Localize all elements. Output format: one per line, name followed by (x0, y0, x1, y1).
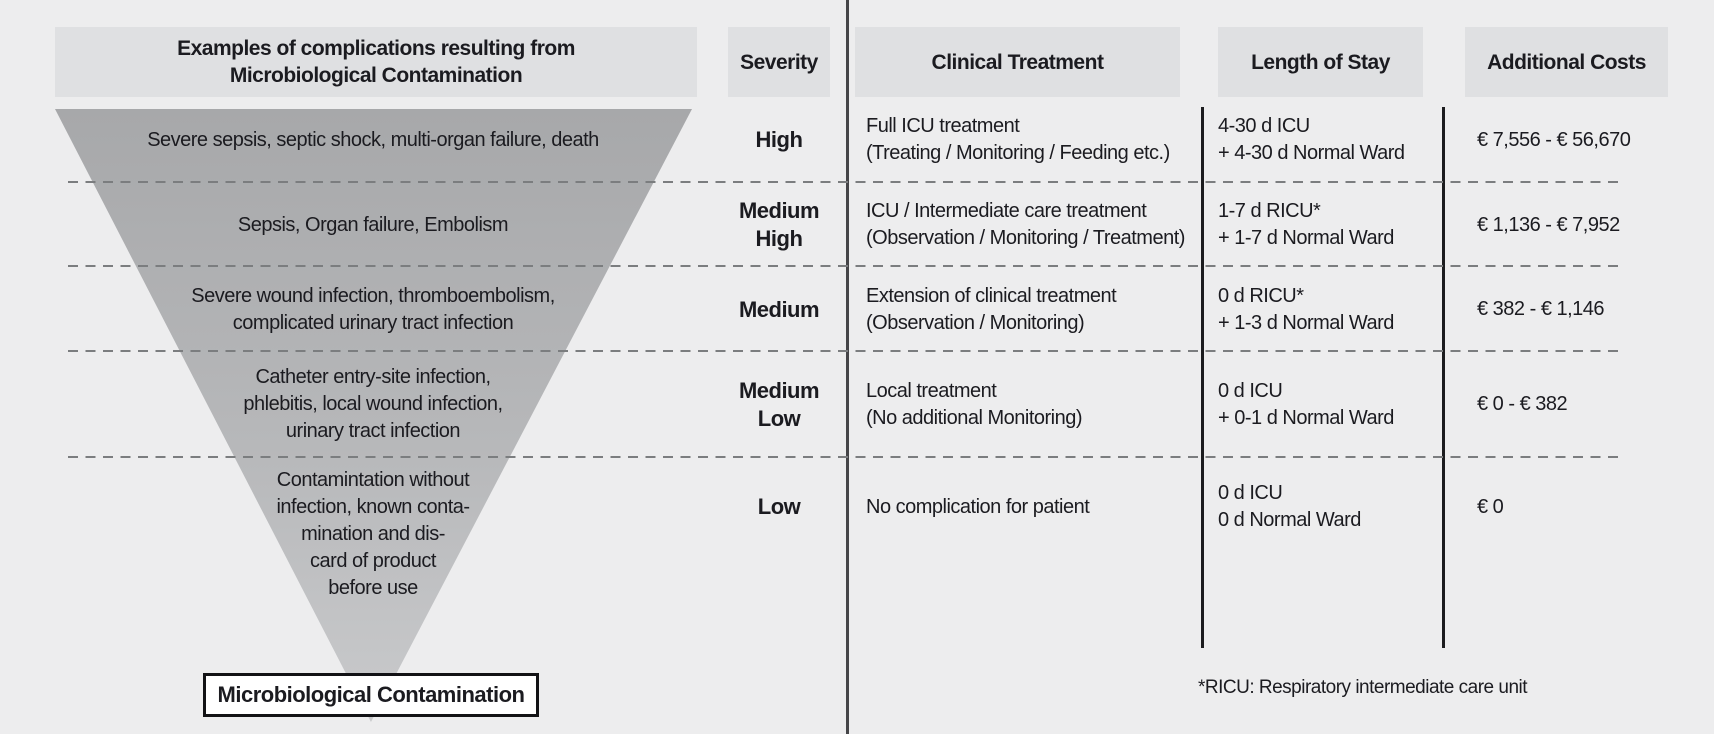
cell-costs-row1: € 7,556 - € 56,670 (1477, 97, 1712, 183)
divider-stay-costs (1442, 107, 1445, 648)
header-text-line: Length of Stay (1251, 50, 1390, 74)
header-text-line: Microbiological Contamination (229, 64, 523, 87)
text-line: Severe wound infection, thromboembolism, (191, 284, 555, 307)
severity-label: Low (757, 494, 801, 519)
cell-treatment-row2: ICU / Intermediate care treatment (Obser… (866, 183, 1196, 267)
cost-value: € 0 (1477, 495, 1504, 518)
cell-examples-row2: Sepsis, Organ failure, Embolism (65, 183, 681, 267)
text-line: (No additional Monitoring) (866, 406, 1083, 429)
column-header-severity: Severity (728, 27, 830, 97)
text-line: Sepsis, Organ failure, Embolism (237, 213, 509, 236)
column-header-clinical-treatment: Clinical Treatment (855, 27, 1180, 97)
cell-treatment-row5: No complication for patient (866, 457, 1196, 557)
text-line: + 0-1 d Normal Ward (1218, 406, 1394, 429)
text-line: No complication for patient (866, 495, 1090, 518)
text-line: (Observation / Monitoring / Treatment) (866, 227, 1185, 249)
text-line: urinary tract infection (285, 420, 461, 442)
cost-value: € 7,556 - € 56,670 (1477, 128, 1631, 151)
cell-stay-row5: 0 d ICU 0 d Normal Ward (1218, 457, 1436, 557)
text-line: Severe sepsis, septic shock, multi-organ… (147, 128, 599, 151)
divider-treatment-stay (1201, 107, 1204, 648)
text-line: card of product (310, 550, 436, 572)
column-header-examples: Examples of complications resulting from… (55, 27, 697, 97)
text-line: Extension of clinical treatment (866, 284, 1117, 307)
text-line: Full ICU treatment (866, 115, 1020, 137)
text-line: before use (328, 577, 418, 599)
text-line: 0 d RICU* (1218, 284, 1304, 307)
severity-label: Low (757, 405, 801, 431)
cell-stay-row2: 1-7 d RICU* + 1-7 d Normal Ward (1218, 183, 1436, 267)
ricu-footnote: *RICU: Respiratory intermediate care uni… (1198, 677, 1528, 698)
cell-stay-row1: 4-30 d ICU + 4-30 d Normal Ward (1218, 97, 1436, 183)
divider-funnel-table (846, 0, 849, 734)
header-text-line: Clinical Treatment (931, 50, 1104, 74)
header-text-line: Examples of complications resulting from (177, 37, 575, 60)
severity-label: High (755, 226, 803, 251)
cell-examples-row4: Catheter entry-site infection, phlebitis… (65, 352, 681, 457)
column-header-additional-costs: Additional Costs (1465, 27, 1668, 97)
cell-examples-row5: Contamintation without infection, known … (65, 457, 681, 612)
cell-examples-row1: Severe sepsis, septic shock, multi-organ… (65, 97, 681, 183)
text-line: phlebitis, local wound infection, (243, 393, 503, 415)
text-line: (Treating / Monitoring / Feeding etc.) (866, 142, 1170, 164)
text-line: 1-7 d RICU* (1218, 200, 1321, 222)
header-text-line: Severity (740, 50, 818, 74)
text-line: 0 d ICU (1218, 482, 1283, 504)
cell-costs-row4: € 0 - € 382 (1477, 352, 1712, 457)
column-header-length-of-stay: Length of Stay (1218, 27, 1423, 97)
text-line: Contamintation without (276, 469, 470, 491)
row-separator-1 (68, 181, 1622, 184)
cost-value: € 382 - € 1,146 (1477, 298, 1605, 320)
text-line: 4-30 d ICU (1218, 115, 1310, 137)
severity-label: Medium (738, 296, 820, 322)
severity-label: Medium (738, 198, 820, 223)
box-label: Microbiological Contamination (217, 682, 525, 707)
row-separator-3 (68, 350, 1622, 353)
cell-severity-row4: Medium Low (699, 352, 859, 457)
cell-treatment-row4: Local treatment (No additional Monitorin… (866, 352, 1196, 457)
text-line: Local treatment (866, 379, 997, 402)
cell-treatment-row3: Extension of clinical treatment (Observa… (866, 267, 1196, 352)
text-line: infection, known conta- (276, 496, 470, 518)
microbiological-contamination-box: Microbiological Contamination (203, 673, 539, 717)
cell-severity-row2: Medium High (699, 183, 859, 267)
cell-severity-row1: High (699, 97, 859, 183)
text-line: + 4-30 d Normal Ward (1218, 142, 1405, 164)
severity-label: Medium (738, 377, 820, 403)
cell-stay-row3: 0 d RICU* + 1-3 d Normal Ward (1218, 267, 1436, 352)
cell-severity-row3: Medium (699, 267, 859, 352)
cell-costs-row5: € 0 (1477, 457, 1712, 557)
cell-stay-row4: 0 d ICU + 0-1 d Normal Ward (1218, 352, 1436, 457)
cell-examples-row3: Severe wound infection, thromboembolism,… (65, 267, 681, 352)
row-separator-2 (68, 265, 1622, 268)
cell-severity-row5: Low (699, 457, 859, 557)
text-line: 0 d Normal Ward (1218, 509, 1361, 531)
text-line: 0 d ICU (1218, 379, 1283, 402)
severity-label: High (755, 127, 803, 152)
cost-value: € 1,136 - € 7,952 (1477, 213, 1620, 236)
text-line: complicated urinary tract infection (232, 311, 514, 334)
cost-value: € 0 - € 382 (1477, 393, 1568, 415)
header-text-line: Additional Costs (1487, 50, 1646, 74)
text-line: + 1-3 d Normal Ward (1218, 311, 1394, 334)
cell-treatment-row1: Full ICU treatment (Treating / Monitorin… (866, 97, 1196, 183)
cell-costs-row3: € 382 - € 1,146 (1477, 267, 1712, 352)
text-line: Catheter entry-site infection, (255, 366, 491, 388)
text-line: + 1-7 d Normal Ward (1218, 227, 1394, 249)
text-line: ICU / Intermediate care treatment (866, 200, 1147, 222)
text-line: mination and dis- (301, 523, 445, 545)
row-separator-4 (68, 456, 1622, 459)
cell-costs-row2: € 1,136 - € 7,952 (1477, 183, 1712, 267)
text-line: (Observation / Monitoring) (866, 311, 1085, 334)
